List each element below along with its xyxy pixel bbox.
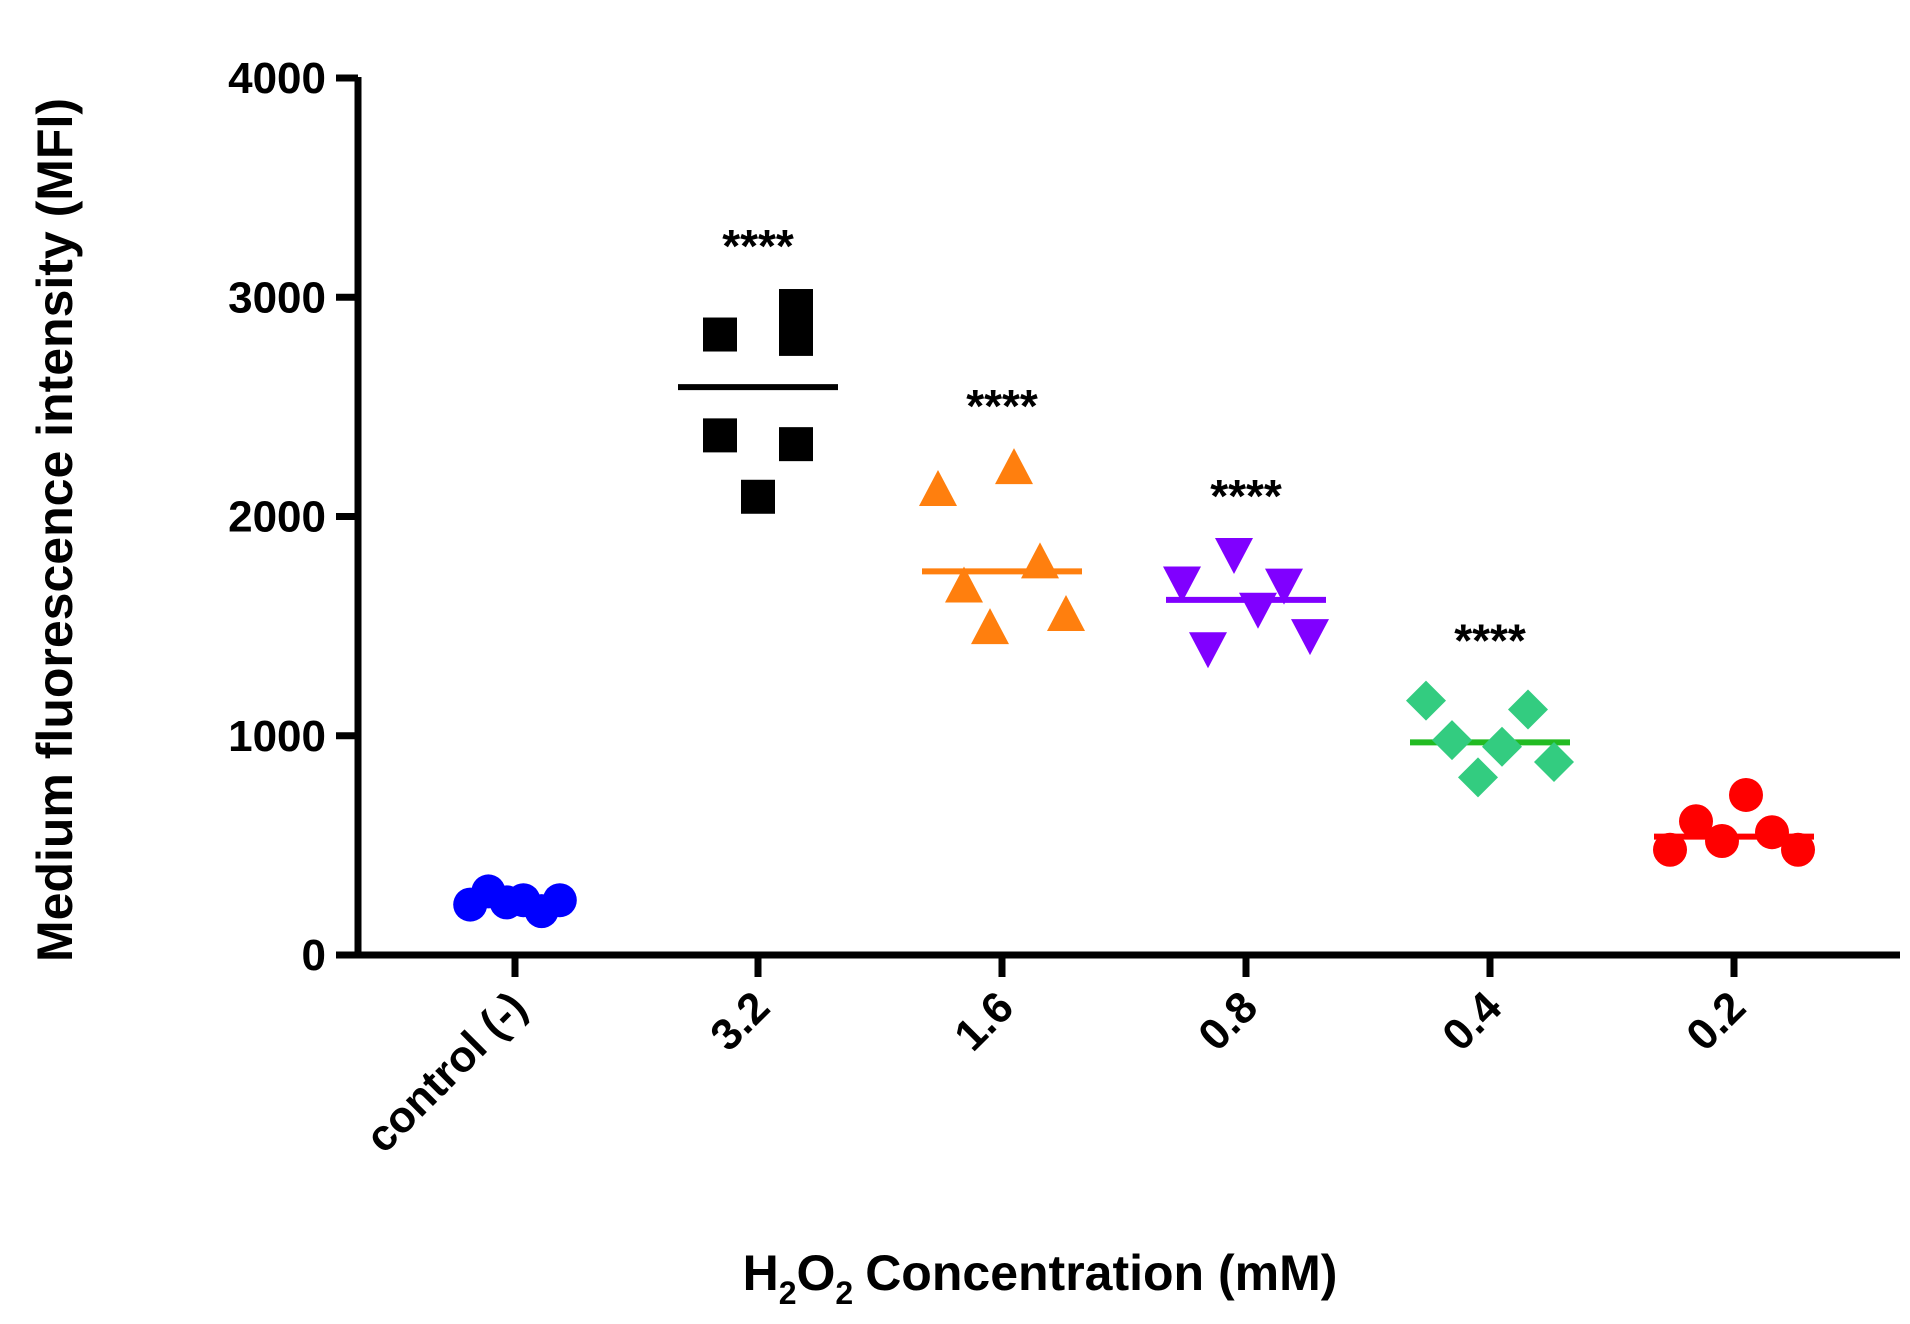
x-tick-label: 0.4 — [1433, 982, 1511, 1060]
x-tick-label: control (-) — [356, 982, 536, 1162]
data-point — [1291, 619, 1329, 656]
data-point — [1215, 537, 1253, 574]
y-tick-label: 4000 — [228, 54, 326, 103]
data-point — [1755, 815, 1789, 850]
data-point — [995, 448, 1033, 485]
data-point — [1047, 594, 1085, 631]
data-point — [1432, 720, 1472, 761]
y-tick-label: 1000 — [228, 712, 326, 761]
x-axis-title-sub1: 2 — [779, 1275, 797, 1311]
data-point — [1239, 592, 1277, 629]
data-point — [945, 566, 983, 603]
data-point — [779, 321, 813, 356]
significance-label: **** — [966, 380, 1038, 432]
x-tick-label: 1.6 — [945, 982, 1023, 1060]
significance-label: **** — [1210, 470, 1282, 522]
x-axis-title-o: O — [797, 1245, 836, 1301]
y-tick-label: 3000 — [228, 273, 326, 322]
data-point — [1508, 689, 1548, 730]
data-point — [1705, 823, 1739, 858]
data-point — [779, 427, 813, 462]
data-point — [542, 883, 577, 918]
y-tick-label: 2000 — [228, 493, 326, 542]
data-point — [1265, 568, 1303, 605]
significance-labels: **** **** **** **** — [722, 220, 1526, 667]
data-point — [1406, 680, 1446, 721]
x-tick-label: 0.2 — [1677, 982, 1755, 1060]
data-point — [1482, 726, 1522, 767]
data-points — [453, 289, 1815, 929]
data-point — [1163, 566, 1201, 603]
axis-titles: Medium fluorescence intensity (MFI) H2O2… — [27, 98, 1337, 1311]
axes — [354, 77, 1900, 959]
data-point — [971, 608, 1009, 645]
data-point — [1679, 804, 1713, 839]
data-point — [1729, 777, 1763, 812]
data-point — [741, 479, 775, 514]
data-point — [1189, 632, 1227, 669]
data-point — [1781, 832, 1815, 867]
x-axis-title-h: H — [743, 1245, 779, 1301]
data-point — [703, 418, 737, 453]
x-axis-title-suffix: Concentration (mM) — [865, 1245, 1337, 1301]
data-point — [779, 289, 813, 324]
data-point — [1653, 832, 1687, 867]
significance-label: **** — [722, 220, 794, 272]
data-point — [1021, 542, 1059, 579]
data-point — [703, 317, 737, 352]
x-axis-title-sub2: 2 — [835, 1275, 853, 1311]
median-lines — [467, 384, 1814, 906]
y-tick-label: 0 — [302, 931, 326, 980]
x-tick-label: 3.2 — [701, 982, 779, 1060]
x-tick-label: 0.8 — [1189, 982, 1267, 1060]
data-point — [919, 469, 957, 506]
y-axis-title: Medium fluorescence intensity (MFI) — [27, 98, 83, 962]
significance-label: **** — [1454, 615, 1526, 667]
x-axis-title: H2O2 Concentration (mM) — [743, 1245, 1338, 1311]
data-point — [1458, 757, 1498, 798]
data-point — [1534, 742, 1574, 783]
ticks: 0 1000 2000 3000 4000 control (-) 3.2 1.6 0.8 0.4… — [228, 54, 1755, 1162]
